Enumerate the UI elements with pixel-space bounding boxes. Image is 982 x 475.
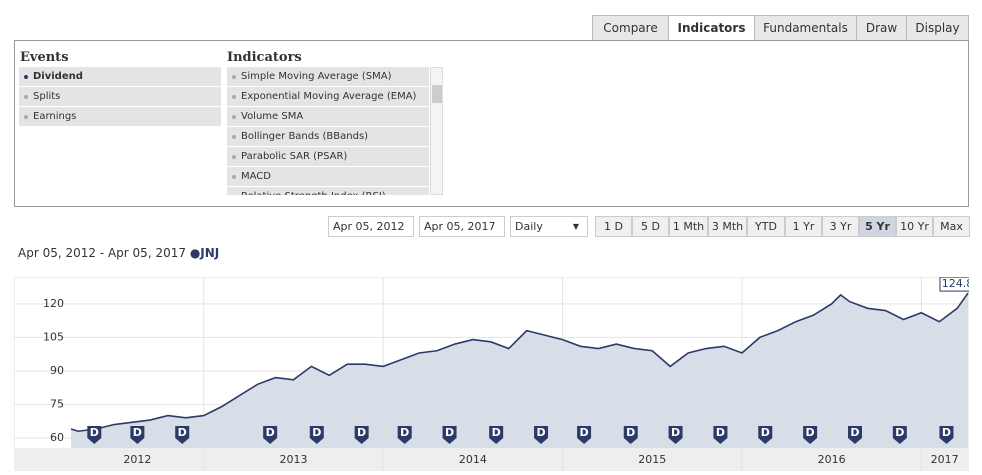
end-date-input[interactable]: Apr 05, 2017 — [419, 216, 505, 237]
x-band-label: 2012 — [123, 453, 151, 466]
scroll-thumb[interactable] — [432, 85, 442, 103]
dividend-marker — [354, 426, 369, 444]
dividend-label: D — [178, 426, 187, 439]
dividend-marker — [623, 426, 638, 444]
dividend-marker — [713, 426, 728, 444]
event-item[interactable]: Dividend — [19, 67, 221, 87]
dividend-marker — [489, 426, 504, 444]
dividend-marker — [309, 426, 324, 444]
dividend-marker — [577, 426, 592, 444]
range-button[interactable]: 10 Yr — [896, 216, 933, 237]
dividend-label: D — [400, 426, 409, 439]
dividend-marker — [939, 426, 954, 444]
legend-entry: ●JNJ — [189, 246, 220, 260]
y-tick-label: 75 — [50, 397, 64, 410]
dividend-label: D — [942, 426, 951, 439]
dividend-label: D — [580, 426, 589, 439]
line — [70, 292, 969, 433]
x-band-label: 2013 — [279, 453, 307, 466]
x-axis-band — [14, 448, 969, 471]
range-button[interactable]: Max — [933, 216, 970, 237]
legend-label: JNJ — [200, 246, 220, 260]
dividend-label: D — [445, 426, 454, 439]
range-button[interactable]: 1 D — [595, 216, 632, 237]
indicators-viewport: Simple Moving Average (SMA) Exponential M… — [227, 67, 429, 195]
indicator-item[interactable]: Volume SMA — [227, 107, 429, 127]
indicators-title: Indicators — [227, 50, 302, 65]
y-tick-label: 90 — [50, 364, 64, 377]
dividend-marker — [758, 426, 773, 444]
indicator-item[interactable]: Bollinger Bands (BBands) — [227, 127, 429, 147]
dividend-marker — [442, 426, 457, 444]
interval-select[interactable]: Daily ▼ — [510, 216, 588, 237]
dividend-label: D — [133, 426, 142, 439]
x-band-label: 2015 — [638, 453, 666, 466]
dividend-marker — [534, 426, 549, 444]
area — [71, 293, 968, 448]
tab[interactable]: Display — [906, 15, 969, 41]
dividend-label: D — [536, 426, 545, 439]
dividend-marker — [847, 426, 862, 444]
range-button[interactable]: YTD — [747, 216, 785, 237]
dividend-label: D — [761, 426, 770, 439]
dividend-label: D — [850, 426, 859, 439]
dividend-marker — [892, 426, 907, 444]
indicator-item[interactable]: Exponential Moving Average (EMA) — [227, 87, 429, 107]
x-band-label: 2017 — [931, 453, 959, 466]
panel — [14, 40, 969, 207]
events-list: Dividend Splits Earnings — [19, 67, 221, 127]
dividend-label: D — [806, 426, 815, 439]
range-button[interactable]: 1 Mth — [669, 216, 708, 237]
indicator-item[interactable]: Simple Moving Average (SMA) — [227, 67, 429, 87]
start-date-input[interactable]: Apr 05, 2012 — [328, 216, 414, 237]
dividend-label: D — [492, 426, 501, 439]
range-button[interactable]: 3 Mth — [708, 216, 747, 237]
indicator-item[interactable]: Parabolic SAR (PSAR) — [227, 147, 429, 167]
dividend-label: D — [90, 426, 99, 439]
dividend-label: D — [626, 426, 635, 439]
dividend-label: D — [716, 426, 725, 439]
tab[interactable]: Compare — [592, 15, 669, 41]
range-button[interactable]: 5 Yr — [859, 216, 896, 237]
event-item[interactable]: Splits — [19, 87, 221, 107]
tab[interactable]: Indicators — [668, 15, 755, 41]
chart-caption: Apr 05, 2012 - Apr 05, 2017 ●JNJ — [18, 246, 219, 260]
dividend-label: D — [895, 426, 904, 439]
y-tick-label: 60 — [50, 431, 64, 444]
value-label-box — [939, 277, 969, 292]
dividend-marker — [87, 426, 102, 444]
y-tick-label: 120 — [43, 297, 64, 310]
y-tick-label: 105 — [43, 330, 64, 343]
tab[interactable]: Draw — [856, 15, 907, 41]
range-button[interactable]: 5 D — [632, 216, 669, 237]
dividend-label: D — [671, 426, 680, 439]
dividend-label: D — [312, 426, 321, 439]
dividend-marker — [397, 426, 412, 444]
x-band-label: 2016 — [818, 453, 846, 466]
chart-subtitle: Apr 05, 2012 - Apr 05, 2017 — [18, 246, 186, 260]
dividend-label: D — [357, 426, 366, 439]
dividend-marker — [668, 426, 683, 444]
range-button[interactable]: 1 Yr — [785, 216, 822, 237]
indicator-item[interactable]: MACD — [227, 167, 429, 187]
dividend-marker — [175, 426, 190, 444]
indicators-list: Simple Moving Average (SMA) Exponential M… — [227, 67, 429, 195]
dividend-marker — [130, 426, 145, 444]
chart: 60 75 90 105 120 2012 2013 2014 2015 2016 2017 124.… — [14, 277, 969, 471]
tab[interactable]: Fundamentals — [754, 15, 857, 41]
interval-value: Daily — [515, 220, 543, 233]
scrollbar[interactable] — [430, 67, 443, 195]
dividend-marker — [263, 426, 278, 444]
events-title: Events — [20, 50, 69, 65]
event-item[interactable]: Earnings — [19, 107, 221, 127]
x-band-label: 2014 — [459, 453, 487, 466]
value-label: 124.80 — [942, 277, 969, 290]
dividend-label: D — [266, 426, 275, 439]
range-button[interactable]: 3 Yr — [822, 216, 859, 237]
indicator-item[interactable]: Relative Strength Index (RSI) — [227, 187, 429, 195]
dividend-marker — [803, 426, 818, 444]
